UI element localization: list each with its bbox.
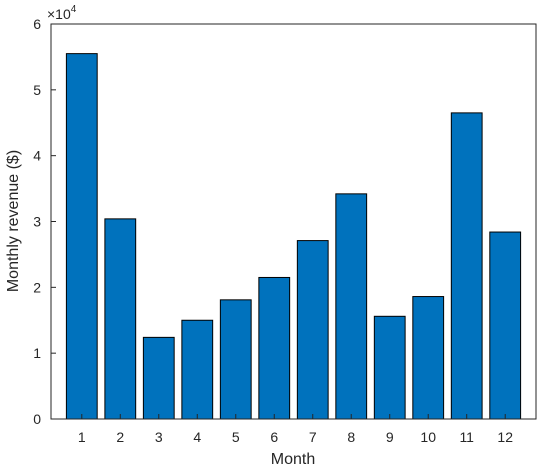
bar-month-9	[373, 315, 406, 420]
x-tick-label: 9	[386, 429, 394, 445]
y-tick-label: 3	[33, 214, 41, 230]
x-tick-label: 11	[459, 429, 474, 445]
y-tick-label: 0	[33, 411, 41, 427]
bar-month-7	[296, 240, 329, 420]
bar-month-4	[181, 319, 214, 420]
bar-month-5	[219, 299, 252, 420]
x-tick-label: 7	[309, 429, 317, 445]
y-tick-label: 4	[33, 148, 41, 164]
x-tick-label: 3	[155, 429, 163, 445]
y-tick-label: 2	[33, 279, 41, 295]
y-axis-label: Monthly revenue ($)	[5, 150, 22, 292]
bars-group	[65, 53, 522, 420]
y-tick-label: 5	[33, 82, 41, 98]
x-tick-label: 5	[232, 429, 240, 445]
bar-month-3	[142, 336, 175, 420]
bar-month-1	[65, 53, 98, 420]
plot-frame	[50, 23, 537, 420]
bar-month-2	[104, 218, 137, 420]
y-tick-label: 1	[33, 345, 41, 361]
bar-month-10	[412, 296, 445, 420]
x-tick-label: 8	[347, 429, 355, 445]
x-tick-label: 6	[270, 429, 278, 445]
y-tick-label: 6	[33, 16, 41, 32]
bar-month-6	[258, 276, 291, 420]
bar-month-11	[450, 112, 483, 420]
x-tick-label: 2	[116, 429, 124, 445]
x-ticks-group: 1 2 3 4 5 6 7 8 9 10 11 12	[78, 414, 513, 445]
bar-month-8	[335, 193, 368, 420]
x-tick-label: 4	[193, 429, 201, 445]
x-axis-label: Month	[271, 451, 315, 468]
x-tick-label: 12	[497, 429, 513, 445]
bar-month-12	[489, 231, 522, 420]
y-exponent-label: ×104	[47, 4, 77, 22]
x-tick-label: 10	[420, 429, 436, 445]
x-tick-label: 1	[78, 429, 86, 445]
